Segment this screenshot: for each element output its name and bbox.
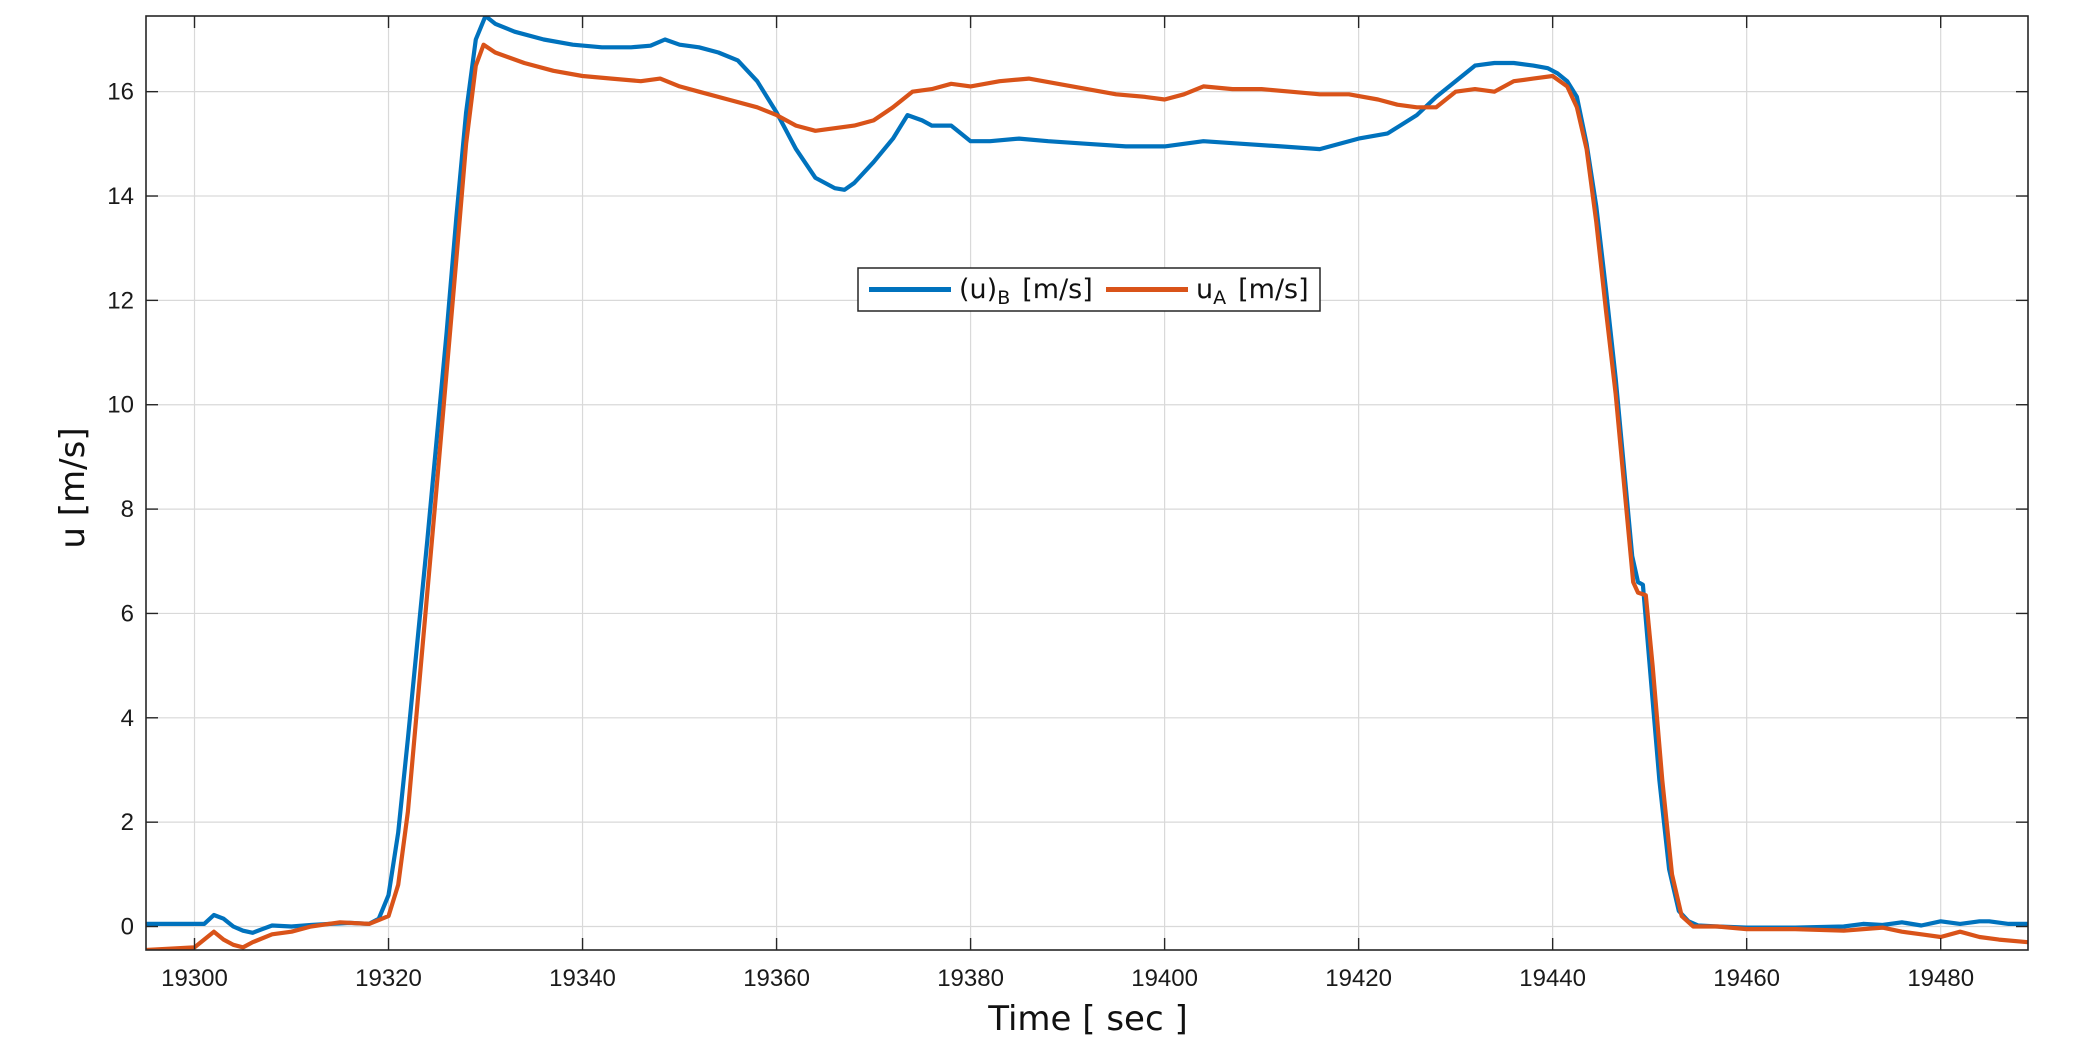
x-tick-label: 19460: [1713, 965, 1780, 992]
tick-labels: 19300 19320 19340 19360 19380 19400 19420 19440…: [107, 79, 1974, 992]
legend-label-b: (u)B [m/s]: [959, 274, 1093, 309]
x-tick-label: 19300: [161, 965, 228, 992]
y-tick-label: 6: [121, 600, 134, 627]
grid-lines: [146, 16, 2028, 950]
y-tick-label: 12: [107, 287, 134, 314]
y-tick-label: 4: [121, 705, 134, 732]
series-lines: [146, 16, 2028, 950]
plot-frame: [145, 15, 2029, 951]
y-tick-label: 0: [121, 914, 134, 941]
x-tick-label: 19480: [1907, 965, 1974, 992]
x-tick-label: 19320: [355, 965, 422, 992]
legend-label-a: uA [m/s]: [1196, 274, 1309, 309]
y-tick-label: 2: [121, 809, 134, 836]
series-line-a: [146, 42, 2028, 950]
x-axis-title: Time [ sec ]: [987, 999, 1187, 1039]
x-tick-label: 19420: [1325, 965, 1392, 992]
y-tick-label: 8: [121, 496, 134, 523]
axis-ticks: [146, 16, 2028, 950]
x-tick-label: 19340: [549, 965, 616, 992]
y-tick-label: 14: [107, 183, 134, 210]
x-tick-label: 19380: [937, 965, 1004, 992]
y-axis-title: u [m/s]: [53, 427, 93, 548]
x-tick-label: 19400: [1131, 965, 1198, 992]
y-tick-label: 10: [107, 392, 134, 419]
x-tick-label: 19360: [743, 965, 810, 992]
x-tick-label: 19440: [1519, 965, 1586, 992]
series-line-b: [146, 16, 2028, 935]
y-tick-label: 16: [107, 79, 134, 106]
legend: (u)B [m/s] uA [m/s]: [857, 267, 1321, 312]
